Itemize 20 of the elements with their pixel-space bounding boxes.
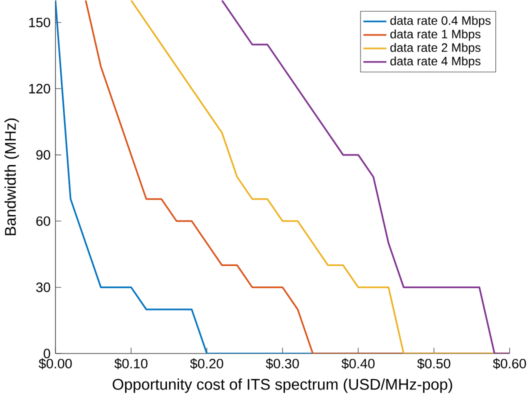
y-axis-title: Bandwidth (MHz) xyxy=(4,118,19,235)
y-tick-label: 30 xyxy=(36,282,50,292)
line-series xyxy=(221,0,510,354)
y-tick-label: 60 xyxy=(36,216,50,226)
x-axis-title: Opportunity cost of ITS spectrum (USD/MHz-pop) xyxy=(112,378,452,393)
y-tick-label: 150 xyxy=(29,18,50,28)
legend-label: data rate 0.4 Mbps xyxy=(390,16,491,28)
x-tick-label: $0.30 xyxy=(266,358,299,370)
y-tick-label: 120 xyxy=(29,84,50,94)
x-tick-label: $0.40 xyxy=(342,358,375,370)
x-tick-label: $0.20 xyxy=(190,358,224,370)
legend-label: data rate 1 Mbps xyxy=(390,29,480,41)
x-tick-label: $0.60 xyxy=(492,358,526,370)
y-tick-label: 0 xyxy=(44,348,50,358)
x-tick-label: $0.00 xyxy=(38,358,72,370)
legend-label: data rate 4 Mbps xyxy=(390,56,480,68)
y-tick-label: 90 xyxy=(36,150,50,160)
legend-label: data rate 2 Mbps xyxy=(390,42,480,54)
x-tick-label: $0.50 xyxy=(417,358,450,370)
x-tick-label: $0.10 xyxy=(114,358,148,370)
